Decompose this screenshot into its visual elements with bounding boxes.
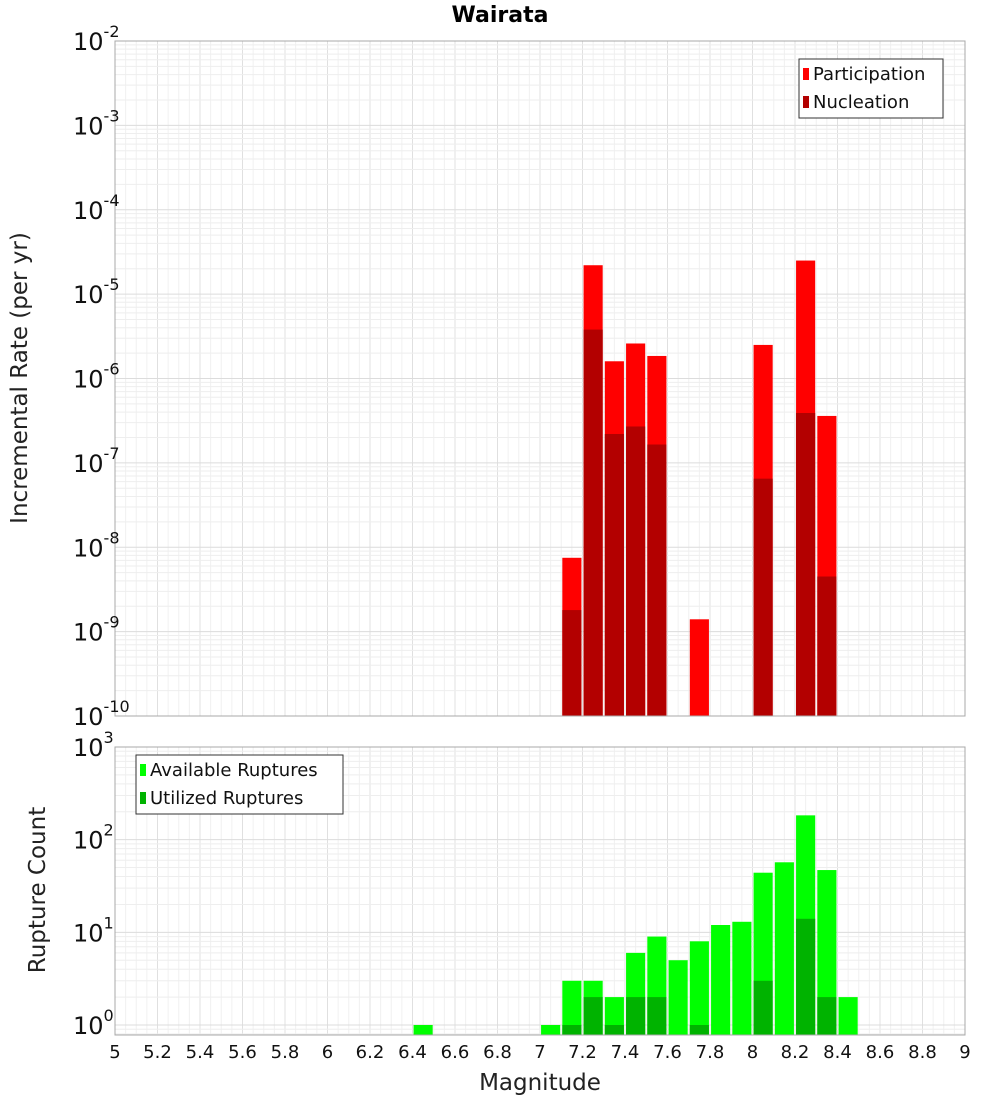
participation-nucleation-panel: 10-2 10-3 10-4 10-5 10-6 10-7 10-8 10-9 10-10 Par… (73, 22, 966, 731)
x-tick-label: 8.8 (908, 1042, 937, 1063)
count-y-tick-label: 103 (73, 728, 114, 762)
rate-bar-nucleation (562, 610, 582, 716)
rate-y-tick-label: 10-8 (73, 528, 120, 562)
count-bar-available-ruptures (774, 862, 794, 1035)
count-bar-utilized-ruptures (689, 1025, 709, 1035)
rate-y-tick-label: 10-2 (73, 22, 120, 56)
count-bar-available-ruptures (668, 960, 688, 1035)
count-bar-utilized-ruptures (583, 997, 603, 1035)
x-tick-label: 5 (109, 1042, 120, 1063)
x-tick-label: 7.4 (611, 1042, 640, 1063)
rate-bar-participation (689, 619, 709, 716)
x-tick-label: 6 (322, 1042, 333, 1063)
rate-bar-nucleation (753, 478, 773, 716)
x-tick-label: 7.6 (653, 1042, 682, 1063)
count-bar-utilized-ruptures (796, 918, 816, 1035)
x-tick-label: 9 (959, 1042, 970, 1063)
bottom-y-axis-label: Rupture Count (25, 807, 51, 973)
rate-y-tick-label: 10-9 (73, 613, 120, 647)
rate-bar-nucleation (583, 329, 603, 716)
top-y-axis-label: Incremental Rate (per yr) (7, 232, 33, 524)
rate-bar-nucleation (647, 444, 667, 716)
x-tick-label: 7.8 (696, 1042, 725, 1063)
rate-y-tick-label: 10-7 (73, 444, 120, 478)
x-tick-label: 5.4 (186, 1042, 215, 1063)
x-tick-label: 6.4 (398, 1042, 427, 1063)
count-bar-available-ruptures (541, 1025, 561, 1035)
count-legend: Available Ruptures Utilized Ruptures (135, 754, 344, 815)
x-tick-label: 5.6 (228, 1042, 257, 1063)
rate-y-tick-label: 10-5 (73, 275, 120, 309)
x-tick-label: 8.2 (781, 1042, 810, 1063)
count-legend-box (135, 754, 344, 815)
count-bar-available-ruptures (838, 997, 858, 1035)
x-tick-label: 8.4 (823, 1042, 852, 1063)
count-bar-available-ruptures (689, 941, 709, 1035)
count-legend-swatch (140, 764, 146, 776)
rate-bar-nucleation (817, 576, 837, 716)
rate-legend: Participation Nucleation (798, 58, 944, 119)
rate-legend-box (798, 58, 944, 119)
chart-title: Wairata (452, 3, 549, 28)
count-legend-label: Utilized Ruptures (150, 788, 303, 809)
count-bar-utilized-ruptures (562, 1025, 582, 1035)
count-y-tick-label: 101 (73, 913, 114, 947)
rate-legend-swatch (803, 68, 809, 80)
rate-legend-label: Nucleation (813, 92, 909, 113)
count-plot-frame (114, 746, 966, 1036)
rate-bar-nucleation (796, 413, 816, 716)
rupture-count-panel: 103 102 101 100 Available Ruptures Utilized R… (73, 728, 971, 1063)
x-tick-label: 7 (534, 1042, 545, 1063)
count-y-tick-label: 100 (73, 1006, 114, 1040)
count-bar-utilized-ruptures (604, 1025, 624, 1035)
x-tick-label: 8.6 (866, 1042, 895, 1063)
count-y-tick-label: 102 (73, 821, 114, 855)
x-tick-label: 6.6 (441, 1042, 470, 1063)
count-legend-label: Available Ruptures (150, 760, 318, 781)
count-legend-swatch (140, 792, 146, 804)
x-tick-label: 5.8 (271, 1042, 300, 1063)
count-bar-available-ruptures (817, 870, 837, 1035)
x-tick-label: 6.8 (483, 1042, 512, 1063)
x-tick-label: 7.2 (568, 1042, 597, 1063)
rate-y-tick-label: 10-3 (73, 106, 120, 140)
rate-y-tick-label: 10-10 (73, 697, 130, 731)
count-bar-available-ruptures (562, 980, 582, 1035)
count-bar-utilized-ruptures (817, 997, 837, 1035)
count-bar-available-ruptures (711, 924, 731, 1035)
x-tick-label: 8 (747, 1042, 758, 1063)
count-bar-utilized-ruptures (647, 997, 667, 1035)
count-bar-available-ruptures (732, 921, 752, 1035)
rate-bar-nucleation (604, 433, 624, 716)
count-bar-utilized-ruptures (626, 997, 646, 1035)
count-bar-available-ruptures (413, 1025, 433, 1035)
rate-y-tick-label: 10-6 (73, 360, 120, 394)
x-axis-label: Magnitude (479, 1070, 601, 1096)
rate-y-tick-label: 10-4 (73, 191, 120, 225)
rate-legend-label: Participation (813, 64, 925, 85)
x-tick-label: 6.2 (356, 1042, 385, 1063)
rate-legend-swatch (803, 96, 809, 108)
count-bar-utilized-ruptures (753, 980, 773, 1035)
rate-bar-nucleation (626, 426, 646, 716)
rate-plot-frame (114, 40, 966, 717)
x-tick-label: 5.2 (143, 1042, 172, 1063)
